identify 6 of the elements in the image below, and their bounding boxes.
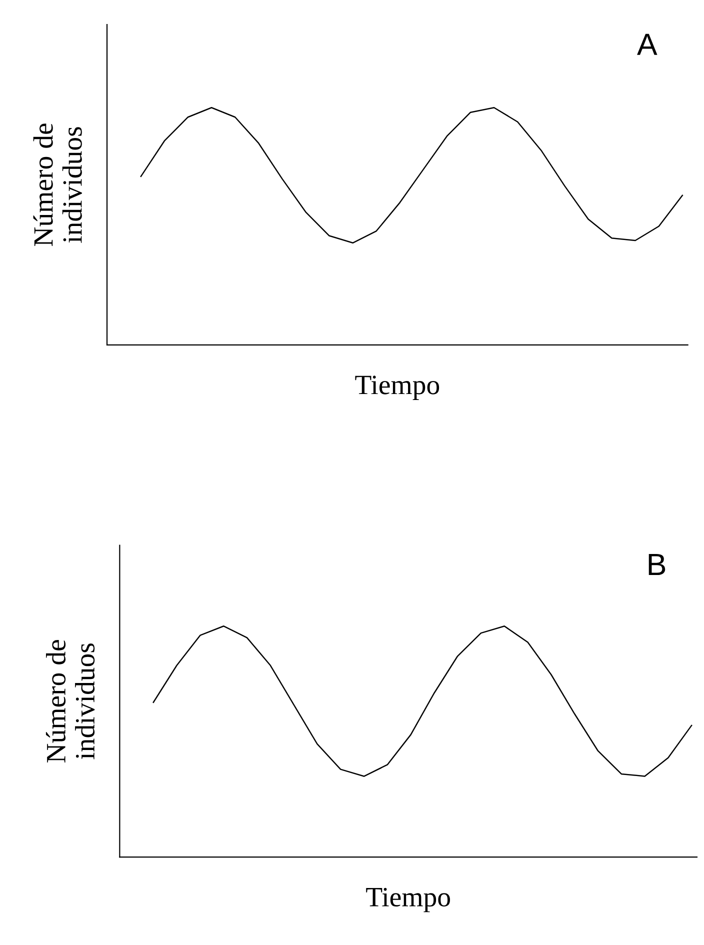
text: A xyxy=(637,34,658,55)
text: B xyxy=(648,554,666,575)
y-axis-title: Número de individuos xyxy=(33,124,82,246)
x-axis-title: Tiempo xyxy=(366,888,450,912)
y-axis-title: Número de individuos xyxy=(46,640,95,762)
x-axis-title: Tiempo xyxy=(355,376,440,400)
